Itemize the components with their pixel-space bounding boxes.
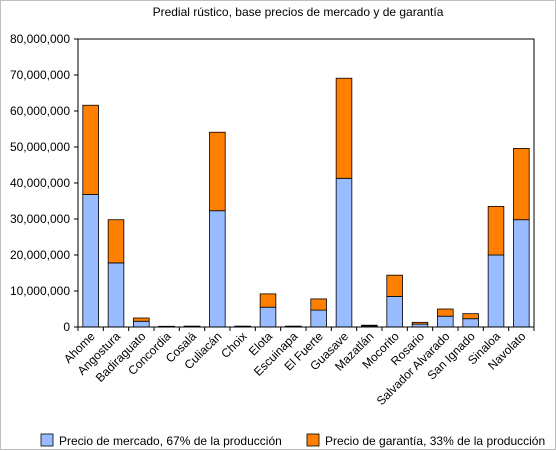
bar-garantia xyxy=(411,321,429,325)
bar-garantia xyxy=(259,293,277,308)
bar-mercado xyxy=(437,315,454,328)
bar-garantia xyxy=(437,308,454,317)
bar-garantia xyxy=(133,317,150,322)
bar-mercado xyxy=(209,210,226,328)
bar-garantia xyxy=(335,77,353,179)
bar-mercado xyxy=(133,320,150,328)
legend: Precio de mercado, 67% de la producción P… xyxy=(40,433,545,448)
bar-garantia xyxy=(462,313,479,320)
bar-garantia xyxy=(513,148,530,221)
legend-swatch xyxy=(40,433,54,447)
bar-mercado xyxy=(82,194,99,328)
bar-mercado xyxy=(107,262,125,328)
bar-garantia xyxy=(82,104,99,195)
bar-mercado xyxy=(310,309,327,328)
y-tick-label: 80,000,000 xyxy=(10,32,70,46)
y-tick-label: 50,000,000 xyxy=(10,140,70,154)
plot-border xyxy=(77,38,535,328)
bar-mercado xyxy=(487,254,505,328)
bar-garantia xyxy=(487,205,505,256)
y-tick-label: 20,000,000 xyxy=(10,248,70,262)
bar-mercado xyxy=(335,177,353,328)
bar-garantia xyxy=(209,131,226,212)
x-tick-label: Choix xyxy=(218,329,250,361)
bars xyxy=(82,77,530,328)
legend-swatch xyxy=(306,433,320,447)
legend-label: Precio de garantía, 33% de la producción xyxy=(325,434,545,448)
bar-mercado xyxy=(259,306,277,328)
x-axis: AhomeAngosturaBadiraguatoConcordiaCosalá… xyxy=(61,327,535,408)
y-tick-label: 70,000,000 xyxy=(10,68,70,82)
chart-title: Predial rústico, base precios de mercado… xyxy=(153,5,444,19)
bar-mercado xyxy=(386,295,403,328)
y-tick-label: 40,000,000 xyxy=(10,176,70,190)
y-tick-label: 0 xyxy=(63,320,70,334)
y-axis: 0 10,000,000 20,000,000 30,000,000 40,000,00… xyxy=(10,32,78,334)
bar-mercado xyxy=(513,219,530,328)
legend-label: Precio de mercado, 67% de la producción xyxy=(59,434,282,448)
y-tick-label: 60,000,000 xyxy=(10,104,70,118)
bar-garantia xyxy=(386,274,403,297)
y-tick-label: 10,000,000 xyxy=(10,284,70,298)
bar-mercado xyxy=(462,318,479,328)
bar-garantia xyxy=(361,324,378,327)
bar-garantia xyxy=(310,298,327,311)
y-tick-label: 30,000,000 xyxy=(10,212,70,226)
bar-garantia xyxy=(107,219,125,264)
